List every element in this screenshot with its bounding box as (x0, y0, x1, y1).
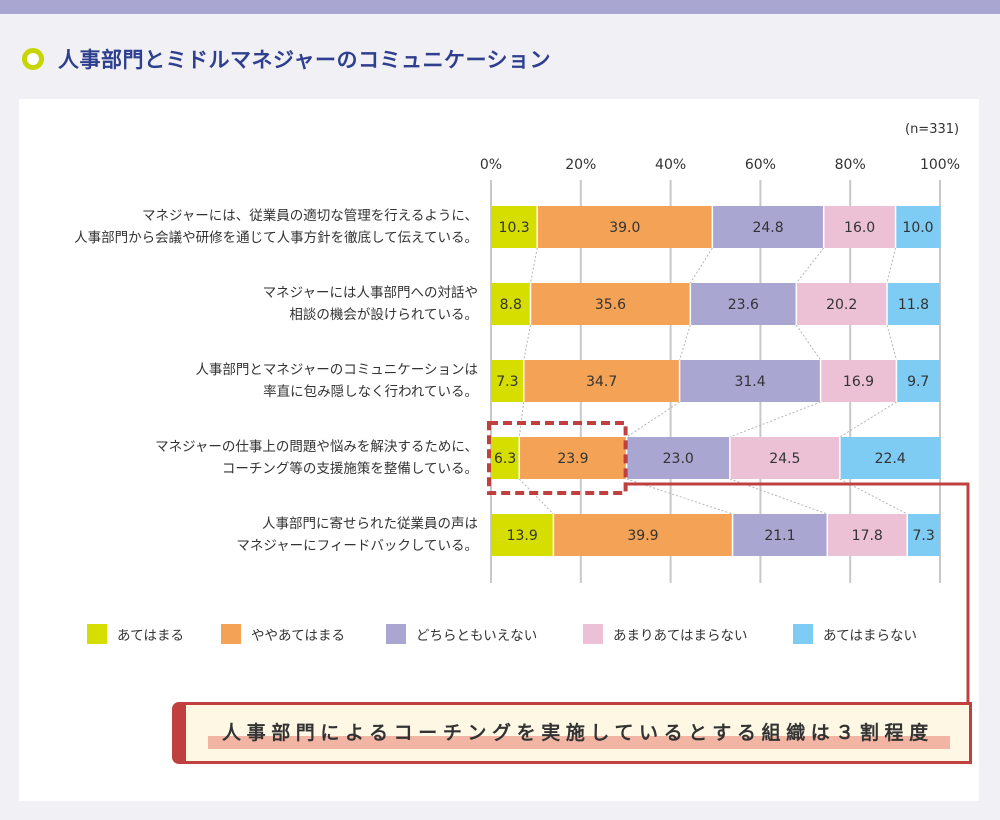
legend-label: ややあてはまる (251, 628, 345, 644)
category-label-line: 人事部門に寄せられた従業員の声は (262, 516, 478, 532)
category-label-line: 相談の機会が設けられている。 (289, 307, 478, 323)
callout-box (172, 702, 972, 764)
category-label-line: マネジャーには、従業員の適切な管理を行えるように、 (141, 208, 478, 224)
legend-label: あてはまる (117, 628, 184, 644)
x-tick-label: 100% (919, 157, 961, 173)
x-tick-label: 0% (479, 157, 503, 173)
category-label-line: マネジャーの仕事上の問題や悩みを解決するために、 (155, 439, 478, 455)
legend-swatch (386, 624, 406, 644)
x-tick-label: 80% (834, 157, 866, 173)
legend-swatch (221, 624, 241, 644)
category-label: マネジャーの仕事上の問題や悩みを解決するために、コーチング等の支援施策を整備して… (70, 436, 478, 480)
page-title: 人事部門とミドルマネジャーのコミュニケーション (58, 48, 552, 72)
category-label-line: 人事部門とマネジャーのコミュニケーションは (195, 362, 478, 378)
category-label: マネジャーには、従業員の適切な管理を行えるように、人事部門から会議や研修を通じて… (70, 205, 478, 249)
legend-item: ややあてはまる (221, 624, 345, 644)
category-label-line: 率直に包み隠しなく行われている。 (263, 384, 478, 400)
legend-item: あまりあてはまらない (583, 624, 747, 644)
category-label: 人事部門に寄せられた従業員の声はマネジャーにフィードバックしている。 (70, 513, 478, 557)
sample-size-label: (n=331) (905, 122, 960, 137)
category-label-line: マネジャーにフィードバックしている。 (236, 538, 478, 554)
category-label: マネジャーには人事部門への対話や相談の機会が設けられている。 (70, 282, 478, 326)
legend-item: どちらともいえない (386, 624, 537, 644)
title-row: 人事部門とミドルマネジャーのコミュニケーション (22, 44, 551, 74)
legend-label: あてはまらない (823, 628, 917, 644)
category-label-line: マネジャーには人事部門への対話や (262, 285, 478, 301)
top-band (0, 0, 1000, 14)
legend-label: どちらともいえない (416, 628, 538, 644)
legend-label: あまりあてはまらない (613, 628, 748, 644)
callout-text: 人事部門によるコーチングを実施しているとする組織は３割程度 (222, 722, 934, 744)
x-tick-label: 20% (565, 157, 597, 173)
callout-underline (208, 736, 950, 749)
category-label-line: 人事部門から会議や研修を通じて人事方針を徹底して伝えている。 (74, 230, 478, 246)
x-tick-label: 60% (744, 157, 776, 173)
legend-item: あてはまる (87, 624, 184, 644)
circle-bullet-icon (22, 48, 44, 70)
category-label-line: コーチング等の支援施策を整備している。 (221, 461, 478, 477)
legend-item: あてはまらない (793, 624, 917, 644)
category-label: 人事部門とマネジャーのコミュニケーションは率直に包み隠しなく行われている。 (70, 359, 478, 403)
legend-swatch (793, 624, 813, 644)
legend-swatch (87, 624, 107, 644)
legend-swatch (583, 624, 603, 644)
x-tick-label: 40% (655, 157, 687, 173)
